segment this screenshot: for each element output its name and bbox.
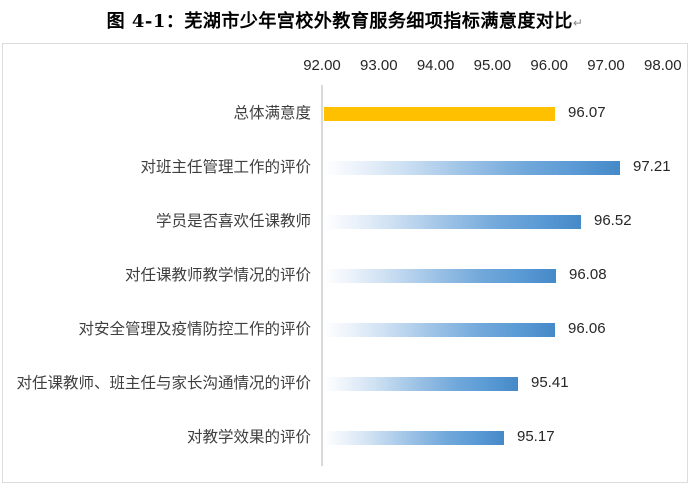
- chart-row: 对安全管理及疫情防控工作的评价 96.06: [3, 303, 687, 357]
- value-label: 97.21: [633, 158, 671, 175]
- chart-title-text: 图 4-1：芜湖市少年宫校外教育服务细项指标满意度对比: [106, 11, 573, 32]
- chart-title: 图 4-1：芜湖市少年宫校外教育服务细项指标满意度对比↵: [0, 7, 690, 33]
- category-label: 对安全管理及疫情防控工作的评价: [78, 321, 311, 338]
- category-label: 对任课教师教学情况的评价: [124, 267, 311, 284]
- value-label: 95.41: [531, 374, 569, 391]
- value-label: 96.08: [569, 266, 607, 283]
- x-axis-tick-label: 97.00: [587, 57, 625, 74]
- x-axis-tick-label: 94.00: [416, 57, 455, 74]
- category-label: 总体满意度: [233, 105, 311, 122]
- value-label: 96.06: [568, 320, 606, 337]
- value-label: 95.17: [517, 428, 555, 445]
- bar: [324, 269, 556, 283]
- category-label: 学员是否喜欢任课教师: [155, 213, 311, 230]
- x-axis-tick-label: 95.00: [473, 57, 512, 74]
- paragraph-mark-icon: ↵: [572, 16, 584, 30]
- bar: [324, 377, 518, 391]
- chart-row: 对任课教师教学情况的评价 96.08: [3, 249, 687, 303]
- x-axis-tick-label: 98.00: [644, 57, 682, 74]
- bar: [324, 215, 581, 229]
- chart-row: 学员是否喜欢任课教师 96.52: [3, 195, 687, 249]
- chart-area: 92.00 93.00 94.00 95.00 96.00 97.00 98.00 总体满意…: [2, 43, 688, 483]
- chart-row: 对任课教师、班主任与家长沟通情况的评价 95.41: [3, 357, 687, 411]
- value-label: 96.07: [568, 104, 606, 121]
- category-label: 对任课教师、班主任与家长沟通情况的评价: [16, 375, 311, 392]
- chart-row: 对教学效果的评价 95.17: [3, 411, 687, 465]
- bar: [324, 323, 555, 337]
- bar: [324, 161, 620, 175]
- highlight-bar: [324, 107, 555, 121]
- axis-line: [321, 85, 323, 466]
- value-label: 96.52: [594, 212, 632, 229]
- x-axis-tick-label: 92.00: [303, 57, 341, 74]
- category-label: 对教学效果的评价: [186, 429, 311, 446]
- x-axis-tick-label: 96.00: [530, 57, 568, 74]
- category-label: 对班主任管理工作的评价: [140, 159, 311, 176]
- bar: [324, 431, 504, 445]
- x-axis-tick-label: 93.00: [360, 57, 398, 74]
- chart-row: 总体满意度 96.07: [3, 87, 687, 141]
- chart-row: 对班主任管理工作的评价 97.21: [3, 141, 687, 195]
